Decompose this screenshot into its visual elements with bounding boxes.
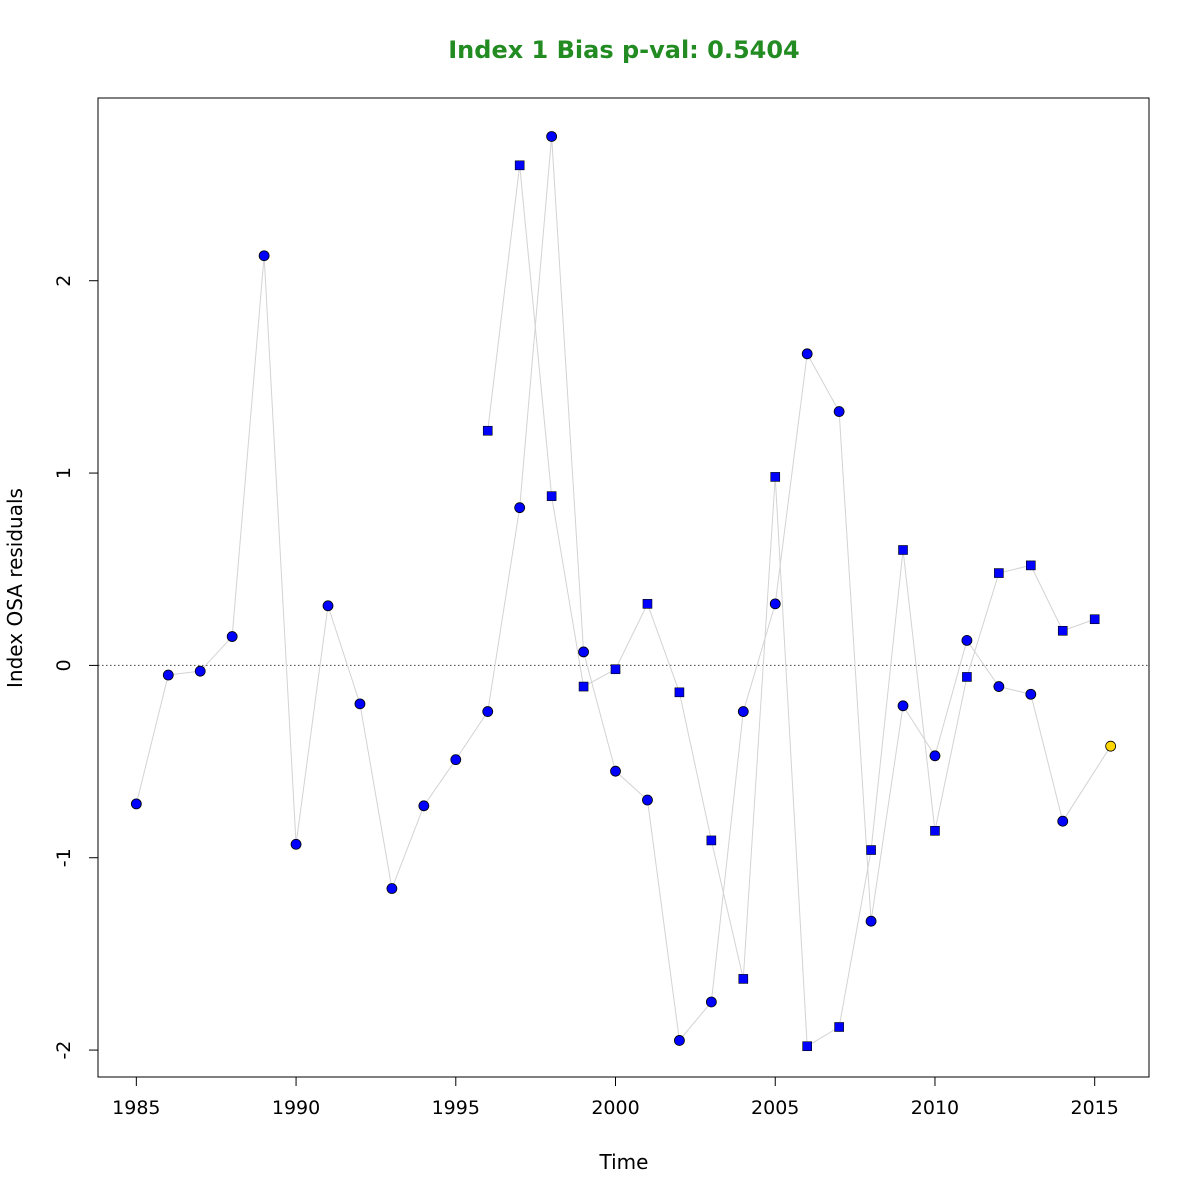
square-point xyxy=(738,974,749,984)
square-point xyxy=(546,491,557,501)
square-point xyxy=(802,1041,812,1052)
circle-point xyxy=(674,1035,685,1046)
circle-point xyxy=(993,681,1005,692)
square-point xyxy=(482,425,493,436)
square-point xyxy=(994,568,1004,578)
circle-point xyxy=(482,706,494,717)
circle-point xyxy=(610,765,621,777)
circle-point xyxy=(290,838,302,850)
circle-point xyxy=(737,706,749,717)
circle-point xyxy=(226,631,238,642)
circle-point xyxy=(258,250,270,262)
x-axis: 1985 1990 1995 2000 2005 2010 2015 xyxy=(112,1076,1119,1119)
x-tick-label: 2010 xyxy=(911,1097,959,1119)
circle-point xyxy=(801,348,813,360)
circle-point xyxy=(929,750,941,762)
circle-point xyxy=(833,406,845,417)
x-tick-label: 1985 xyxy=(112,1097,160,1119)
circle-point xyxy=(769,598,781,610)
x-tick-label: 2015 xyxy=(1071,1097,1119,1119)
circle-point xyxy=(322,600,334,612)
square-point xyxy=(514,160,525,171)
square-point xyxy=(1089,614,1100,625)
square-point xyxy=(674,687,685,698)
x-tick-label: 2000 xyxy=(591,1097,639,1119)
circle-point xyxy=(162,669,174,681)
circle-point xyxy=(642,794,653,806)
series-line-2 xyxy=(487,165,1095,1048)
square-point xyxy=(834,1022,844,1032)
series-line-1 xyxy=(135,136,1064,1042)
circle-point xyxy=(897,700,909,712)
square-point xyxy=(578,681,589,692)
circle-point xyxy=(450,754,462,766)
circle-point xyxy=(705,996,717,1008)
square-point xyxy=(1026,560,1036,571)
highlight-connector-line xyxy=(1062,745,1112,822)
square-point xyxy=(962,672,972,682)
circle-point xyxy=(418,800,430,812)
square-point xyxy=(1057,625,1068,636)
circle-point xyxy=(865,915,877,927)
x-tick-label: 1995 xyxy=(432,1097,480,1119)
circle-point xyxy=(1025,688,1037,700)
y-tick-label: -1 xyxy=(53,848,75,867)
plot-frame xyxy=(97,97,1150,1078)
circle-point xyxy=(1057,815,1069,827)
square-point xyxy=(898,545,908,555)
circle-point xyxy=(386,883,398,894)
x-tick-label: 1990 xyxy=(272,1097,320,1119)
y-tick-label: 0 xyxy=(53,659,75,671)
chart-title: Index 1 Bias p-val: 0.5404 xyxy=(448,36,800,64)
square-point xyxy=(770,472,781,482)
x-tick-label: 2005 xyxy=(751,1097,799,1119)
series-lines xyxy=(135,136,1112,1048)
square-point xyxy=(610,664,621,675)
square-point xyxy=(706,835,717,846)
square-point xyxy=(930,826,940,836)
square-point xyxy=(642,599,653,609)
circle-point xyxy=(354,698,366,710)
circle-point xyxy=(514,502,526,514)
y-tick-label: -2 xyxy=(53,1041,75,1060)
circle-point xyxy=(130,798,142,810)
data-points xyxy=(130,131,1117,1052)
y-tick-label: 2 xyxy=(53,275,75,287)
circle-point xyxy=(194,665,206,677)
circle-point xyxy=(546,131,558,142)
y-axis: -2 -1 0 1 2 xyxy=(53,275,99,1060)
y-tick-label: 1 xyxy=(53,467,75,479)
square-point xyxy=(866,845,876,855)
circle-point xyxy=(961,634,973,646)
circle-point xyxy=(578,646,589,658)
x-axis-label: Time xyxy=(599,1150,649,1174)
y-axis-label: Index OSA residuals xyxy=(3,488,27,688)
highlight-point xyxy=(1105,740,1117,752)
